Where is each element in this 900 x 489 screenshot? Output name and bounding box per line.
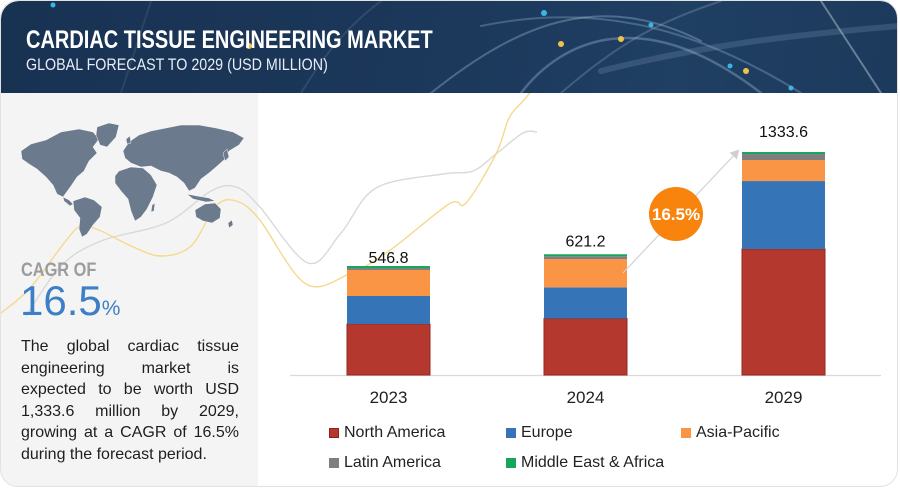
page-title: CARDIAC TISSUE ENGINEERING MARKET	[26, 26, 433, 54]
bar-segment-north-america-2029	[741, 248, 826, 376]
legend-item-asia-pacific: Asia-Pacific	[681, 424, 780, 442]
legend-swatch-latin-america	[329, 458, 339, 468]
bar-total-label-2023: 546.8	[368, 250, 408, 267]
x-tick-label-2024: 2024	[567, 388, 605, 407]
x-tick-label-2029: 2029	[765, 388, 803, 407]
bar-segment-latin-america-2029	[742, 154, 825, 161]
bar-segment-middle-east-and-africa-2029	[742, 152, 825, 155]
bar-segment-latin-america-2023	[347, 268, 430, 271]
legend-swatch-middle-east-and-africa	[506, 458, 516, 468]
legend-swatch-asia-pacific	[681, 428, 691, 438]
legend-label: Middle East & Africa	[521, 454, 665, 471]
bar-segment-north-america-2023	[346, 323, 431, 376]
bar-segment-europe-2023	[347, 295, 430, 325]
cagr-badge-label: 16.5%	[652, 205, 700, 224]
legend-label: Latin America	[344, 454, 441, 471]
bar-total-label-2029: 1333.6	[759, 124, 808, 141]
market-description: The global cardiac tissue engineering ma…	[21, 338, 239, 463]
bar-segment-middle-east-and-africa-2024	[544, 254, 627, 257]
legend-swatch-north-america	[329, 428, 339, 438]
legend-label: North America	[344, 424, 446, 441]
cagr-badge	[649, 187, 703, 241]
legend-item-north-america: North America	[329, 424, 445, 442]
legend-item-middle-east-and-africa: Middle East & Africa	[506, 454, 664, 472]
bars-group	[346, 152, 826, 376]
bar-segment-europe-2024	[544, 287, 627, 319]
bar-segment-asia-pacific-2023	[347, 270, 430, 296]
header-decoration	[50, 1, 897, 93]
bar-segment-asia-pacific-2024	[544, 259, 627, 288]
bar-segment-latin-america-2024	[544, 256, 627, 260]
bar-total-label-2024: 621.2	[565, 233, 605, 250]
page-subtitle: GLOBAL FORECAST TO 2029 (USD MILLION)	[26, 55, 328, 74]
header-banner: CARDIAC TISSUE ENGINEERING MARKET GLOBAL…	[1, 1, 897, 93]
x-tick-label-2023: 2023	[370, 388, 408, 407]
legend-swatch-europe	[506, 428, 516, 438]
bar-segment-asia-pacific-2029	[742, 160, 825, 182]
legend-item-latin-america: Latin America	[329, 454, 441, 472]
legend-label: Europe	[521, 424, 573, 441]
bar-segment-north-america-2024	[543, 318, 628, 376]
legend-label: Asia-Pacific	[696, 424, 780, 441]
legend-item-europe: Europe	[506, 424, 573, 442]
bar-segment-europe-2029	[742, 181, 825, 250]
